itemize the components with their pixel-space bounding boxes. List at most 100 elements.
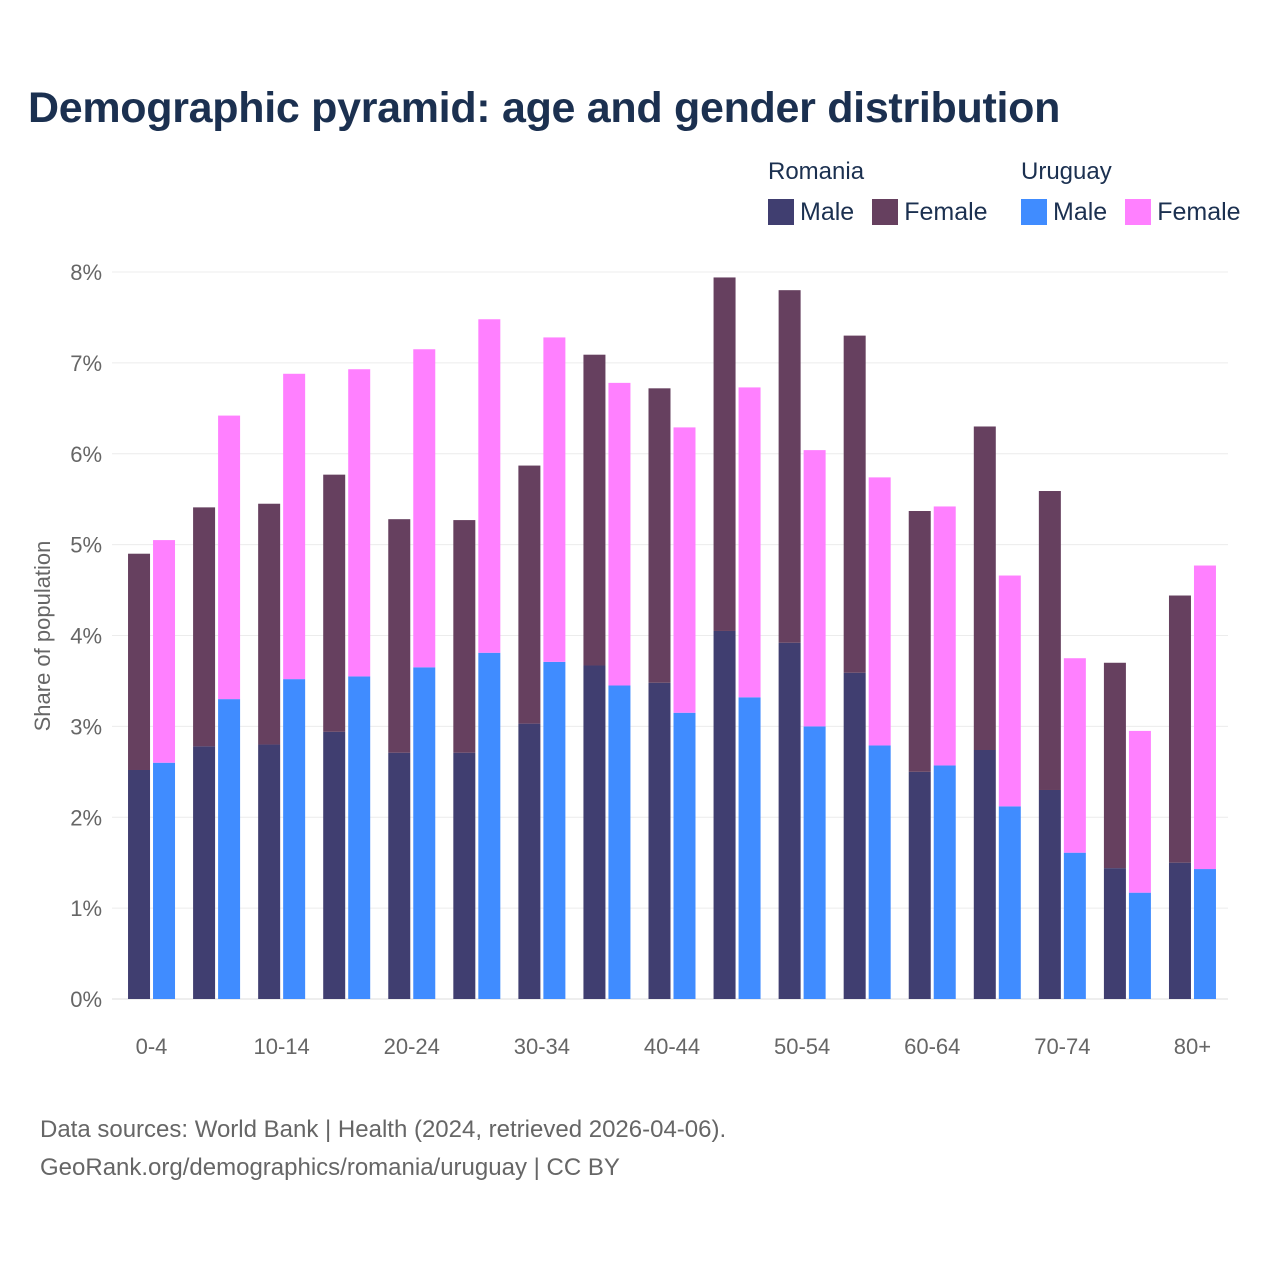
x-tick-label: 50-54 — [774, 1034, 830, 1059]
bar-romania-female-60-64[interactable] — [908, 511, 931, 772]
bar-uruguay-male-5-9[interactable] — [218, 699, 241, 999]
bar-uruguay-female-25-29[interactable] — [478, 319, 501, 653]
bar-romania-female-40-44[interactable] — [648, 388, 671, 683]
bar-uruguay-female-65-69[interactable] — [998, 575, 1021, 807]
source-note: Data sources: World Bank | Health (2024,… — [40, 1116, 727, 1143]
bar-uruguay-female-5-9[interactable] — [218, 415, 241, 700]
bar-uruguay-female-70-74[interactable] — [1063, 658, 1086, 853]
bar-uruguay-male-15-19[interactable] — [348, 676, 371, 999]
x-axis-ticks: 0-4 10-14 20-24 30-34 40-44 50-54 60-64 70-74 80… — [136, 1034, 1212, 1059]
y-axis-label: Share of population — [30, 541, 55, 732]
bar-romania-female-0-4[interactable] — [128, 553, 151, 770]
bar-chart: 0% 1% 2% 3% 4% 5% 6% 7% 8% Share of population 0… — [30, 260, 1228, 1059]
bar-romania-male-45-49[interactable] — [713, 630, 736, 999]
x-tick-label: 0-4 — [136, 1034, 168, 1059]
bar-uruguay-male-60-64[interactable] — [933, 765, 956, 999]
bar-uruguay-male-25-29[interactable] — [478, 652, 501, 999]
x-tick-label: 70-74 — [1034, 1034, 1090, 1059]
bar-uruguay-female-10-14[interactable] — [283, 373, 306, 680]
bar-romania-female-75-79[interactable] — [1103, 662, 1126, 869]
legend-romania-female[interactable]: Female — [872, 198, 988, 227]
bar-uruguay-female-0-4[interactable] — [153, 540, 176, 763]
bar-uruguay-female-20-24[interactable] — [413, 349, 436, 668]
y-tick-label: 1% — [70, 896, 102, 921]
bar-uruguay-male-30-34[interactable] — [543, 661, 566, 999]
bars — [128, 277, 1216, 999]
bar-romania-female-25-29[interactable] — [453, 520, 476, 753]
bar-uruguay-male-50-54[interactable] — [803, 726, 826, 999]
bar-uruguay-male-35-39[interactable] — [608, 685, 631, 999]
bar-uruguay-male-55-59[interactable] — [868, 745, 891, 999]
legend-uruguay: Uruguay Male Female — [1021, 156, 1241, 228]
legend-romania-heading: Romania — [768, 158, 865, 185]
bar-romania-female-55-59[interactable] — [843, 335, 866, 673]
bar-romania-male-25-29[interactable] — [453, 752, 476, 999]
legend-label: Male — [800, 197, 855, 226]
bar-romania-female-65-69[interactable] — [973, 426, 996, 751]
bar-romania-female-35-39[interactable] — [583, 354, 606, 666]
x-tick-label: 60-64 — [904, 1034, 960, 1059]
bar-romania-female-20-24[interactable] — [388, 519, 411, 753]
x-tick-label: 10-14 — [254, 1034, 310, 1059]
bar-romania-male-75-79[interactable] — [1103, 868, 1126, 999]
bar-uruguay-female-15-19[interactable] — [348, 369, 371, 677]
y-tick-label: 4% — [70, 624, 102, 649]
bar-romania-male-30-34[interactable] — [518, 723, 541, 999]
bar-uruguay-female-50-54[interactable] — [803, 450, 826, 727]
bar-romania-female-80+[interactable] — [1168, 595, 1191, 863]
chart-title: Demographic pyramid: age and gender dist… — [28, 84, 1061, 132]
bar-romania-male-60-64[interactable] — [908, 771, 931, 999]
bar-romania-male-40-44[interactable] — [648, 682, 671, 999]
x-tick-label: 40-44 — [644, 1034, 700, 1059]
bar-romania-female-10-14[interactable] — [258, 503, 281, 745]
legend-uruguay-male[interactable]: Male — [1021, 198, 1107, 227]
bar-uruguay-female-55-59[interactable] — [868, 477, 891, 746]
bar-romania-female-30-34[interactable] — [518, 465, 541, 724]
source-link[interactable]: GeoRank.org/demographics/romania/uruguay… — [40, 1154, 620, 1181]
bar-romania-female-70-74[interactable] — [1038, 491, 1061, 790]
bar-romania-male-5-9[interactable] — [193, 746, 216, 999]
x-tick-label: 30-34 — [514, 1034, 570, 1059]
bar-uruguay-male-20-24[interactable] — [413, 667, 436, 999]
bar-romania-male-15-19[interactable] — [323, 731, 346, 999]
bar-uruguay-female-80+[interactable] — [1193, 565, 1216, 870]
bar-romania-male-10-14[interactable] — [258, 744, 281, 999]
bar-romania-female-50-54[interactable] — [778, 290, 801, 643]
bar-romania-male-20-24[interactable] — [388, 752, 411, 999]
bar-uruguay-male-10-14[interactable] — [283, 679, 306, 999]
bar-romania-male-0-4[interactable] — [128, 769, 151, 999]
bar-romania-male-55-59[interactable] — [843, 672, 866, 999]
bar-uruguay-male-40-44[interactable] — [673, 712, 696, 999]
legend-uruguay-female[interactable]: Female — [1125, 197, 1241, 227]
bar-uruguay-female-40-44[interactable] — [673, 427, 696, 713]
y-tick-label: 3% — [70, 714, 102, 739]
bar-romania-male-70-74[interactable] — [1038, 789, 1061, 999]
bar-romania-male-50-54[interactable] — [778, 642, 801, 999]
bar-uruguay-male-80+[interactable] — [1193, 869, 1216, 999]
y-tick-label: 2% — [70, 805, 102, 830]
x-tick-label: 20-24 — [384, 1034, 440, 1059]
bar-uruguay-male-65-69[interactable] — [998, 806, 1021, 999]
bar-romania-female-15-19[interactable] — [323, 474, 346, 732]
y-tick-label: 0% — [70, 987, 102, 1012]
bar-uruguay-female-30-34[interactable] — [543, 337, 566, 662]
legend-romania-male[interactable]: Male — [768, 198, 854, 227]
bar-romania-female-45-49[interactable] — [713, 277, 736, 631]
bar-romania-male-35-39[interactable] — [583, 665, 606, 999]
bar-romania-male-65-69[interactable] — [973, 750, 996, 999]
legend-label: Male — [1053, 197, 1108, 226]
bar-uruguay-female-35-39[interactable] — [608, 382, 631, 686]
bar-uruguay-female-60-64[interactable] — [933, 506, 956, 766]
legend-label: Female — [1157, 197, 1241, 226]
legend-swatch — [1125, 199, 1152, 225]
bar-uruguay-male-0-4[interactable] — [153, 762, 176, 999]
bar-uruguay-female-75-79[interactable] — [1128, 730, 1151, 893]
bar-romania-male-80+[interactable] — [1168, 862, 1191, 999]
bar-uruguay-female-45-49[interactable] — [738, 387, 761, 698]
bar-uruguay-male-70-74[interactable] — [1063, 852, 1086, 999]
bar-uruguay-male-75-79[interactable] — [1128, 892, 1151, 999]
y-tick-label: 5% — [70, 533, 102, 558]
y-axis-ticks: 0% 1% 2% 3% 4% 5% 6% 7% 8% — [70, 260, 102, 1012]
bar-uruguay-male-45-49[interactable] — [738, 697, 761, 999]
bar-romania-female-5-9[interactable] — [193, 507, 216, 747]
